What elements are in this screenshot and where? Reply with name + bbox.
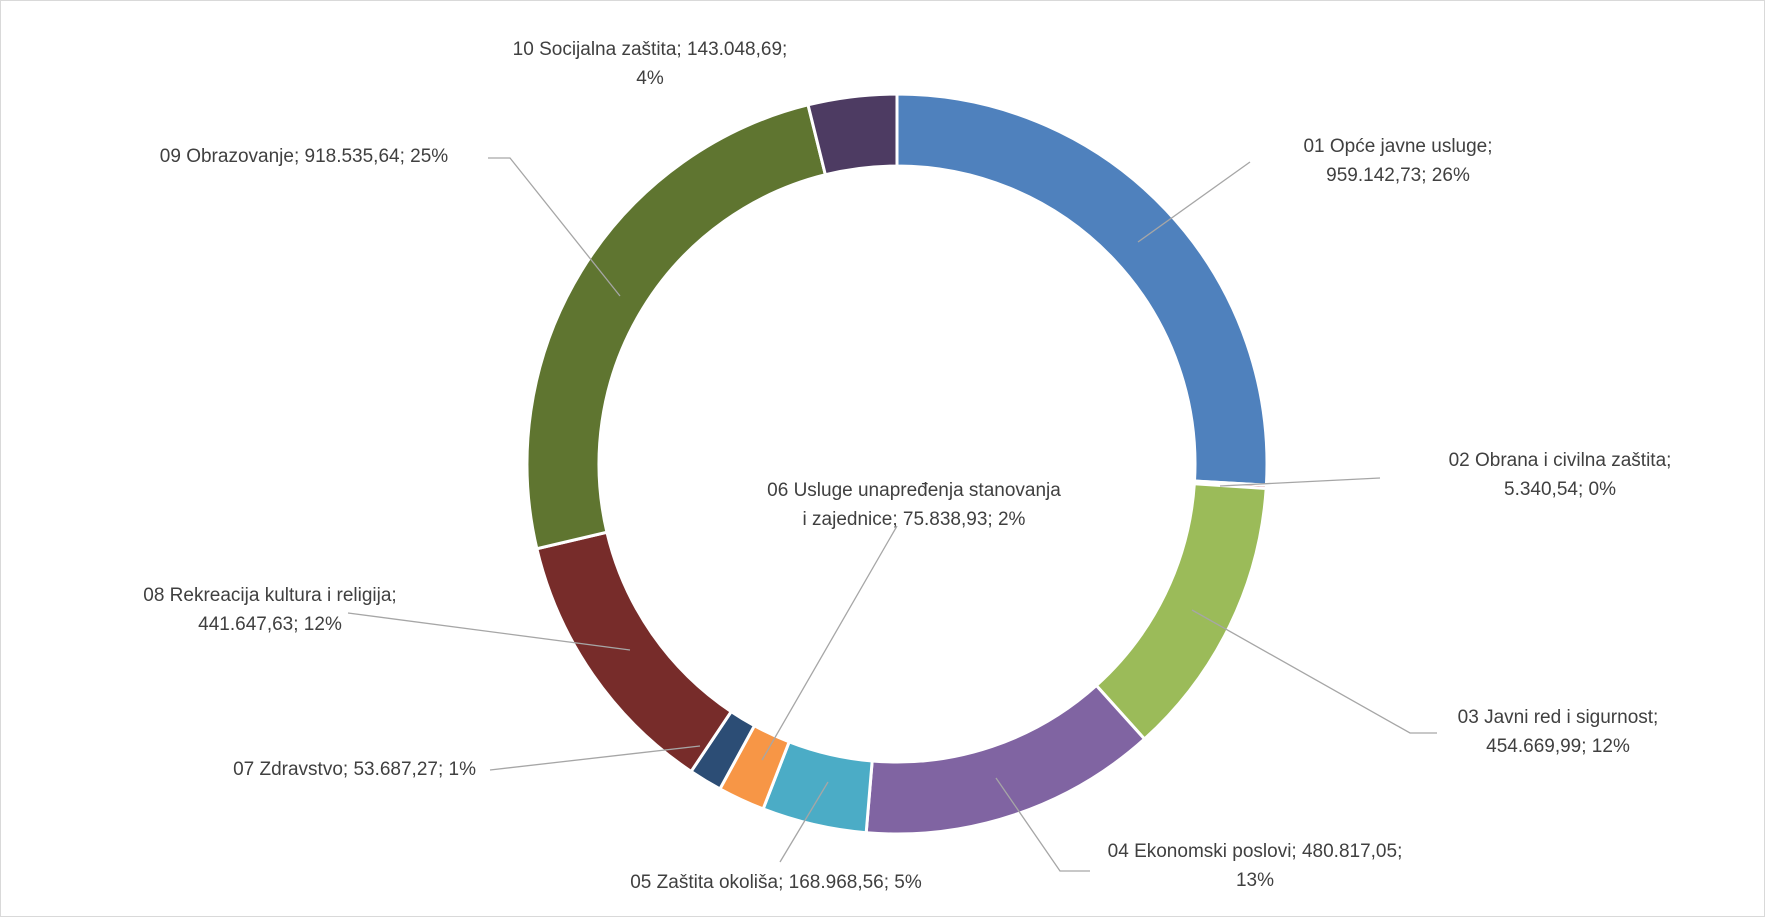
leader-line-06-usluge-unapredenja-stanovanja-i-zajednice [761,525,898,761]
leader-line-04-ekonomski-poslovi [995,777,1090,872]
data-label-line: 10 Socijalna zaštita; 143.048,69; [513,39,788,60]
slice-10-socijalna-zastita [806,92,899,177]
data-label-line: 02 Obrana i civilna zaštita; [1449,450,1672,471]
data-label-line: 09 Obrazovanje; 918.535,64; 25% [160,146,448,167]
data-label-line: 03 Javni red i sigurnost; [1458,707,1659,728]
data-label-line: 4% [636,68,664,89]
data-label-04-ekonomski-poslovi: 04 Ekonomski poslovi; 480.817,05; 13% [1108,841,1403,891]
data-label-08-rekreacija-kultura-i-religija: 08 Rekreacija kultura i religija; 441.647… [143,585,396,635]
data-label-03-javni-red-i-sigurnost: 03 Javni red i sigurnost; 454.669,99; 12% [1458,707,1659,757]
slice-04-ekonomski-poslovi [864,683,1147,836]
data-label-line: 454.669,99; 12% [1486,736,1630,757]
leader-line-05-zastita-okolisa [779,781,829,863]
data-label-line: 5.340,54; 0% [1504,479,1616,500]
data-label-line: 01 Opće javne usluge; [1303,136,1492,157]
data-label-01-opce-javne-usluge: 01 Opće javne usluge; 959.142,73; 26% [1303,136,1492,186]
leader-line-09-obrazovanje [488,157,621,297]
leader-line-02-obrana-i-civilna-zastita [1219,477,1381,487]
slice-03-javni-red-i-sigurnost [1094,482,1268,742]
leader-line-01-opce-javne-usluge [1137,161,1251,243]
data-label-line: 05 Zaštita okoliša; 168.968,56; 5% [630,872,922,893]
data-label-line: 06 Usluge unapređenja stanovanja [767,480,1061,501]
data-label-02-obrana-i-civilna-zastita: 02 Obrana i civilna zaštita; 5.340,54; 0% [1449,450,1672,500]
data-label-10-socijalna-zastita: 10 Socijalna zaštita; 143.048,69; 4% [513,39,788,89]
slice-08-rekreacija-kultura-i-religija [535,530,734,774]
data-label-line: 08 Rekreacija kultura i religija; [143,585,396,606]
data-label-05-zastita-okolisa: 05 Zaštita okoliša; 168.968,56; 5% [630,872,922,893]
data-label-07-zdravstvo: 07 Zdravstvo; 53.687,27; 1% [233,759,476,780]
slices-group [525,92,1269,836]
leader-line-08-rekreacija-kultura-i-religija [347,612,631,651]
leader-line-07-zdravstvo [489,745,701,771]
data-label-09-obrazovanje: 09 Obrazovanje; 918.535,64; 25% [160,146,448,167]
data-label-06-usluge-unapredenja-stanovanja-i-zajednice: 06 Usluge unapređenja stanovanja i zajedn… [767,480,1061,530]
leader-lines-group [347,157,1437,872]
slice-01-opce-javne-usluge [895,92,1269,487]
data-label-line: 07 Zdravstvo; 53.687,27; 1% [233,759,476,780]
data-label-line: 13% [1236,870,1274,891]
data-label-line: 441.647,63; 12% [198,614,342,635]
leader-line-03-javni-red-i-sigurnost [1191,609,1437,734]
data-labels-group: 01 Opće javne usluge; 959.142,73; 26% 02 O… [143,39,1671,893]
data-label-line: 04 Ekonomski poslovi; 480.817,05; [1108,841,1403,862]
data-label-line: i zajednice; 75.838,93; 2% [803,509,1026,530]
data-label-line: 959.142,73; 26% [1326,165,1470,186]
